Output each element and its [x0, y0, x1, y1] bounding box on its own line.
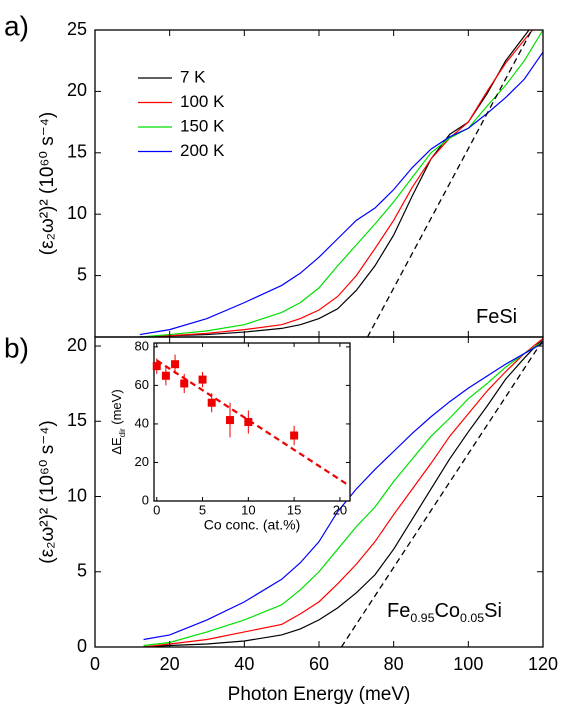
label-part: 0.05 — [460, 611, 484, 625]
label-part: Fe — [387, 600, 410, 622]
label-part: Co — [434, 600, 460, 622]
y-tick-label: 10 — [67, 203, 87, 223]
x-tick-label: 20 — [160, 654, 180, 674]
y-tick-label: 0 — [142, 492, 149, 507]
x-tick-label: 0 — [90, 654, 100, 674]
y-axis-label: ΔEdir (meV) — [109, 389, 126, 454]
panel-label: b) — [4, 332, 29, 363]
y-tick-label: 20 — [135, 454, 149, 469]
series-line — [143, 341, 543, 647]
guide-line — [340, 339, 543, 647]
series-line — [143, 338, 543, 647]
axes-frame — [94, 29, 544, 338]
x-axis-label: Co conc. (at.%) — [204, 517, 300, 533]
annotation: Fe0.95Co0.05Si — [387, 600, 502, 625]
label-part: FeSi — [476, 306, 517, 328]
x-tick-label: 10 — [241, 502, 255, 517]
y-tick-label: 15 — [67, 142, 87, 162]
label-part: Si — [484, 600, 502, 622]
series-line — [139, 30, 543, 337]
y-tick-label: 40 — [135, 415, 149, 430]
y-tick-label: 0 — [77, 636, 87, 656]
x-tick-label: 80 — [384, 654, 404, 674]
marker — [180, 379, 189, 388]
marker — [226, 416, 235, 425]
series-line — [139, 30, 530, 337]
marker — [290, 431, 299, 440]
x-tick-label: 0 — [153, 502, 160, 517]
legend-label: 7 K — [180, 67, 206, 86]
y-tick-label: 10 — [67, 485, 87, 505]
y-axis-label: (ε₂ω²)² (10⁶⁰ s⁻⁴) — [37, 112, 58, 255]
label-part: dir — [118, 428, 127, 437]
axes-frame — [153, 342, 351, 502]
marker — [152, 362, 161, 371]
marker — [244, 418, 253, 426]
plot-area — [156, 359, 350, 487]
marker — [171, 360, 180, 369]
panel-label: a) — [4, 10, 29, 41]
x-tick-label: 120 — [528, 654, 558, 674]
legend-label: 100 K — [180, 92, 225, 111]
plot-area — [143, 338, 543, 647]
legend-label: 150 K — [180, 116, 225, 135]
y-tick-label: 80 — [135, 338, 149, 353]
y-axis-label: (ε₂ω²)² (10⁶⁰ s⁻⁴) — [37, 420, 58, 563]
y-tick-label: 5 — [77, 264, 87, 284]
series-line — [139, 30, 534, 337]
fit-line — [156, 359, 350, 487]
y-tick-label: 60 — [135, 377, 149, 392]
x-axis-label: Photon Energy (meV) — [228, 684, 411, 705]
y-tick-label: 15 — [67, 410, 87, 430]
x-tick-label: 40 — [234, 654, 254, 674]
axes-frame — [94, 336, 544, 648]
series-line — [143, 338, 543, 647]
label-part: ΔE — [109, 437, 124, 455]
x-tick-label: 5 — [199, 502, 206, 517]
marker — [207, 398, 216, 407]
y-tick-label: 20 — [67, 80, 87, 100]
y-tick-label: 25 — [67, 19, 87, 39]
legend-label: 200 K — [180, 141, 225, 160]
label-part: 0.95 — [410, 611, 434, 625]
y-tick-label: 5 — [77, 561, 87, 581]
marker — [161, 371, 170, 380]
y-tick-label: 20 — [67, 335, 87, 355]
marker — [198, 375, 207, 384]
label-part: (meV) — [109, 389, 124, 428]
plot-area — [139, 30, 543, 337]
x-tick-label: 20 — [333, 502, 347, 517]
x-tick-label: 60 — [309, 654, 329, 674]
x-tick-label: 100 — [453, 654, 483, 674]
annotation: FeSi — [476, 306, 517, 328]
guide-line — [366, 30, 533, 337]
x-tick-label: 15 — [287, 502, 301, 517]
series-line — [143, 342, 543, 641]
